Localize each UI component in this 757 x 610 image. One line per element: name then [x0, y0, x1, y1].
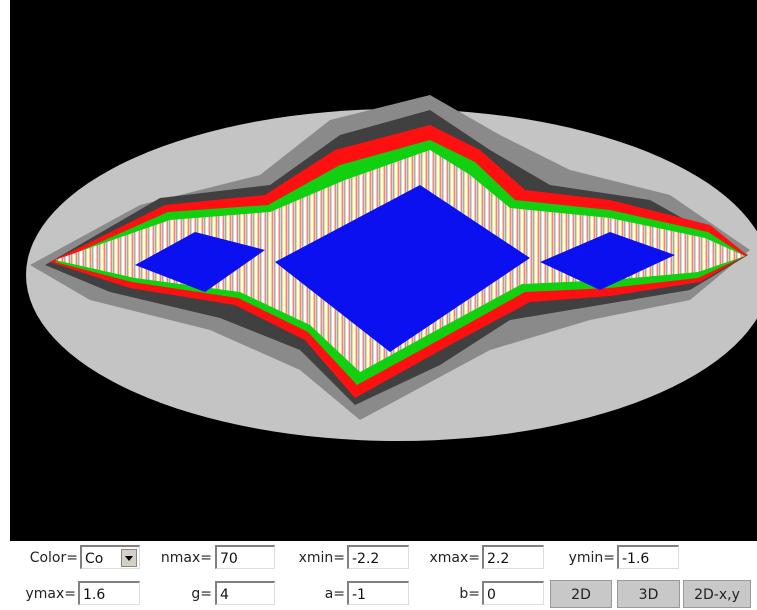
- field-label: xmax=: [418, 545, 480, 571]
- field-input[interactable]: 2.2: [482, 545, 544, 569]
- field-label: b=: [418, 581, 480, 607]
- fractal-view: [10, 0, 757, 541]
- field-input[interactable]: -1.6: [617, 545, 679, 569]
- field-label: g=: [146, 581, 212, 607]
- dropdown-arrow[interactable]: [121, 549, 137, 567]
- field-label: nmax=: [146, 545, 212, 571]
- field-input[interactable]: 0: [482, 581, 544, 605]
- color-select[interactable]: Co: [80, 545, 140, 569]
- field-label: ymax=: [12, 581, 76, 607]
- field-label: ymin=: [555, 545, 615, 571]
- applet-page: Color=Conmax=70 xmin=-2.2 xmax=2.2 ymin=-1.…: [0, 0, 757, 610]
- mode-button[interactable]: 2D: [550, 580, 612, 608]
- field-input[interactable]: 70: [215, 545, 275, 569]
- field-input[interactable]: 4: [215, 581, 275, 605]
- field-label: xmin=: [282, 545, 345, 571]
- mode-button[interactable]: 2D-x,y: [683, 580, 751, 608]
- field-input[interactable]: -2.2: [347, 545, 409, 569]
- field-input[interactable]: -1: [347, 581, 409, 605]
- field-label: a=: [282, 581, 345, 607]
- field-input[interactable]: 1.6: [78, 581, 140, 605]
- field-label: Color=: [12, 545, 78, 571]
- mode-button[interactable]: 3D: [617, 580, 680, 608]
